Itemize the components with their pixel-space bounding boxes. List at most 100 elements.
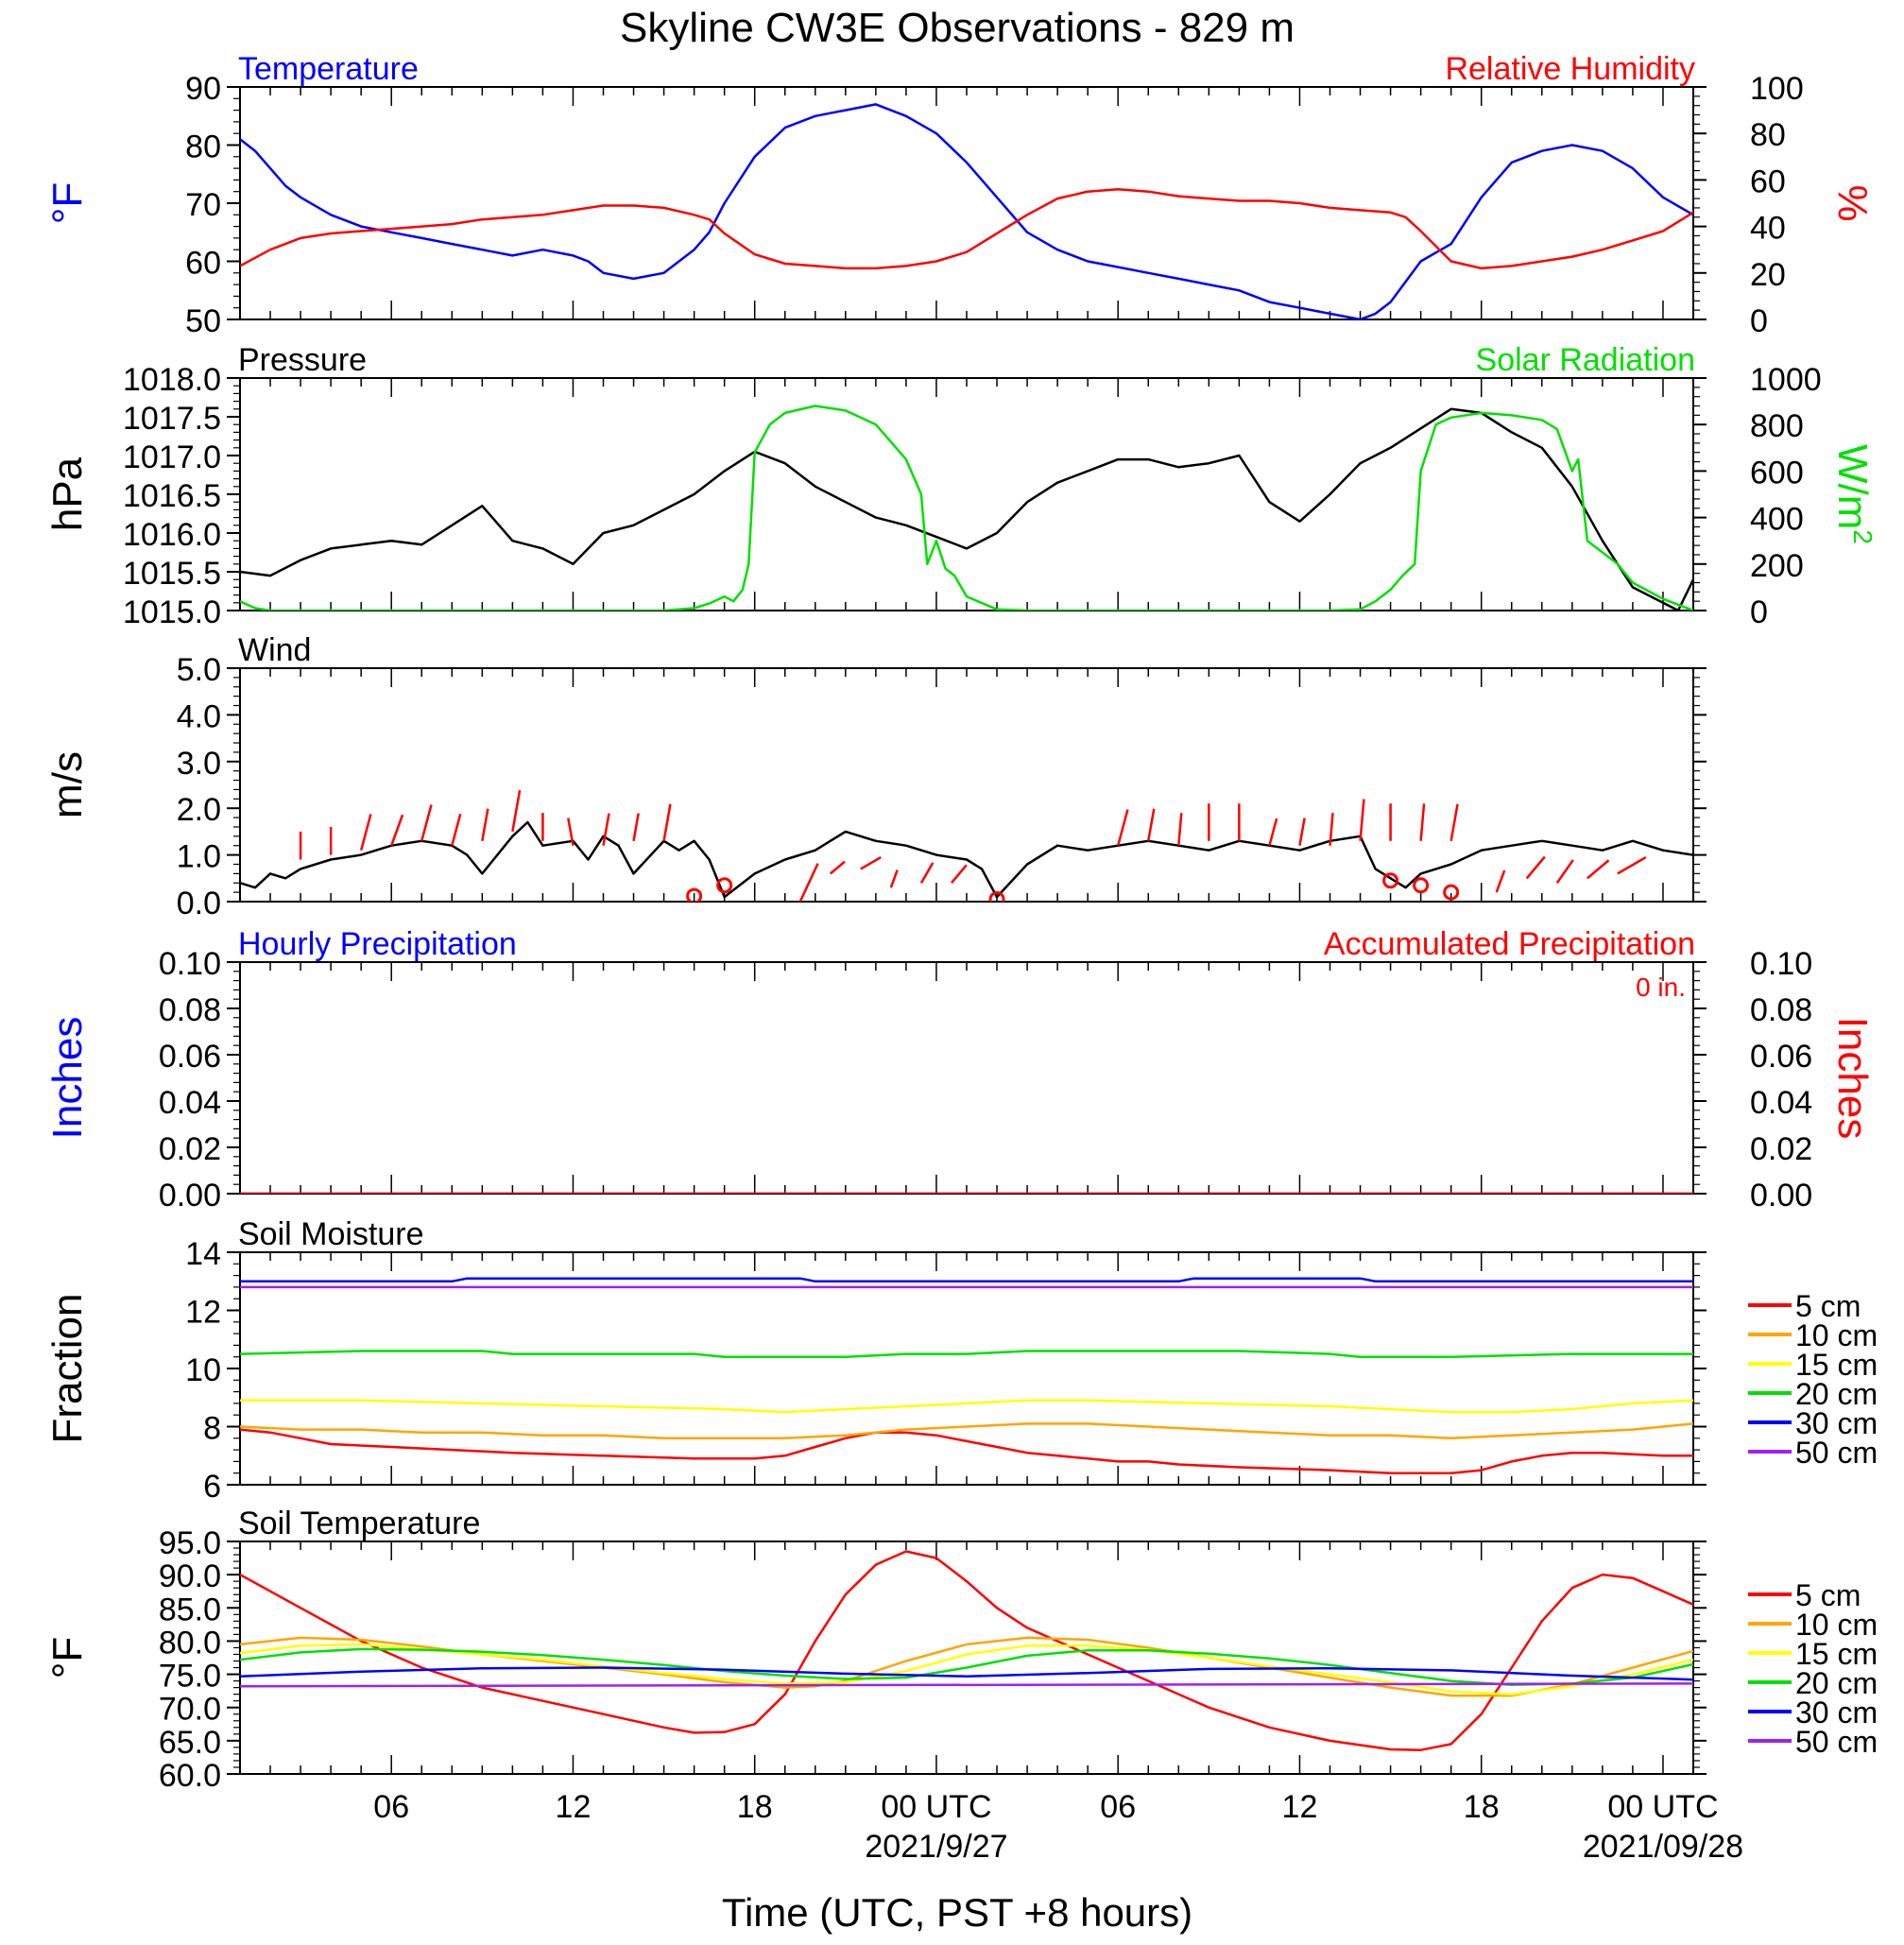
panel-temperature-humidity: 50 60 70 80 90 0 20 40 60 80 100 Temperature Relativ…: [44, 51, 1876, 339]
panel-title-left: Soil Temperature: [238, 1506, 480, 1541]
panel-title-left: Soil Moisture: [238, 1216, 424, 1252]
y-tick-label-right: 40: [1750, 211, 1786, 247]
panel-title-right: Accumulated Precipitation: [1324, 926, 1695, 962]
series-line: [240, 404, 1693, 611]
y-tick-label-right: 0.02: [1750, 1131, 1812, 1167]
y-tick-label-left: 75.0: [159, 1659, 221, 1695]
legend-label: 30 cm: [1795, 1695, 1878, 1730]
wind-barb: [1419, 803, 1426, 841]
wind-barb: [511, 789, 522, 833]
panel-title-left: Wind: [238, 632, 311, 668]
accumulation-annotation: 0 in.: [1636, 972, 1686, 1002]
y-tick-label-right: 0.06: [1750, 1039, 1812, 1075]
calm-wind-marker: [1413, 877, 1430, 894]
panel-precipitation: 0.00 0.02 0.04 0.06 0.08 0.10 0.00 0.02 0.04 0.06…: [44, 926, 1876, 1213]
series-line: [240, 1350, 1693, 1358]
wind-barb: [1117, 809, 1129, 847]
y-tick-label-left: 1018.0: [123, 362, 221, 398]
panel-soil-temperature: 60.065.070.075.080.085.090.095.0 Soil Tem…: [44, 1506, 1878, 1794]
wind-barb: [1555, 859, 1574, 884]
calm-wind-marker: [988, 891, 1005, 902]
x-axis-label: Time (UTC, PST +8 hours): [722, 1890, 1192, 1935]
wind-barb: [1587, 859, 1610, 880]
wind-barb: [889, 869, 899, 888]
series-line: [240, 1550, 1693, 1751]
y-tick-label-left: 80: [185, 129, 221, 165]
series-line: [240, 1399, 1693, 1414]
wind-barb: [567, 818, 575, 846]
y-tick-label-right: 20: [1750, 257, 1786, 293]
y-tick-label-right: 100: [1750, 71, 1804, 107]
series-group: [240, 103, 1693, 319]
y-tick-label-left: 4.0: [177, 698, 221, 734]
panel-frame: [239, 86, 1694, 320]
y-tick-label-left: 0.06: [159, 1039, 221, 1075]
series-line: [240, 407, 1693, 611]
y-tick-label-right: 600: [1750, 455, 1804, 491]
y-tick-label-right: 400: [1750, 502, 1804, 538]
y-tick-label-left: 60: [185, 246, 221, 282]
wind-barb: [662, 803, 672, 841]
wind-barb: [1359, 799, 1365, 841]
y-tick-label-left: 2.0: [177, 792, 221, 828]
y-tick-label-right: 0: [1750, 303, 1768, 339]
wind-barb: [798, 863, 819, 902]
legend-label: 50 cm: [1795, 1436, 1878, 1470]
legend-label: 20 cm: [1795, 1666, 1878, 1700]
x-tick-label: 06: [1100, 1789, 1136, 1825]
y-tick-label-left: 1.0: [177, 839, 221, 875]
y-tick-label-right: 1000: [1750, 362, 1822, 398]
panel-title-left: Hourly Precipitation: [238, 926, 517, 962]
legend-label: 5 cm: [1795, 1578, 1861, 1612]
panel-pressure-solar: 1015.01015.51016.01016.51017.01017.51018…: [44, 342, 1878, 630]
wind-barb: [919, 862, 935, 884]
y-tick-label-left: 60.0: [159, 1758, 221, 1794]
y-axis-label-left: Inches: [44, 1017, 91, 1140]
x-tick-label: 18: [737, 1789, 773, 1825]
x-tick-label: 18: [1464, 1789, 1500, 1825]
x-tick-label: 06: [373, 1789, 409, 1825]
y-axis-label-superscript: 2: [1848, 529, 1878, 544]
y-tick-label-left: 1015.0: [123, 594, 221, 630]
calm-wind-marker: [1443, 884, 1460, 901]
wind-barb: [1495, 869, 1506, 893]
wind-barb: [1177, 813, 1183, 846]
wind-barb: [602, 813, 610, 846]
y-tick-label-left: 50: [185, 303, 221, 339]
series-line: [240, 103, 1693, 319]
panel-frame: [239, 1541, 1694, 1775]
wind-barb: [1525, 855, 1546, 880]
y-tick-label-left: 90.0: [159, 1558, 221, 1594]
calm-wind-marker: [686, 887, 703, 902]
y-tick-label-left: 95.0: [159, 1525, 221, 1561]
wind-barb: [632, 813, 640, 841]
y-tick-label-left: 10: [185, 1352, 221, 1388]
wind-barb: [1268, 818, 1278, 847]
legend-label: 20 cm: [1795, 1377, 1878, 1411]
y-tick-label-left: 0.0: [177, 886, 221, 921]
y-axis-label-left: °F: [44, 1637, 91, 1678]
panel-title-left: Pressure: [238, 342, 367, 378]
y-axis-label-left: °F: [44, 182, 91, 224]
y-tick-label-right: 0.00: [1750, 1178, 1812, 1213]
y-tick-label-right: 0: [1750, 594, 1768, 630]
panel-frame: [239, 961, 1694, 1195]
y-tick-label-right: 0.04: [1750, 1085, 1812, 1121]
series-line: [240, 1666, 1693, 1681]
y-tick-label-left: 1015.5: [123, 556, 221, 592]
wind-barb: [451, 813, 462, 847]
y-tick-label-left: 0.10: [159, 946, 221, 982]
y-axis-label-left: m/s: [44, 751, 91, 818]
calm-wind-marker: [716, 877, 733, 894]
y-tick-label-right: 80: [1750, 117, 1786, 153]
y-tick-label-left: 0.00: [159, 1178, 221, 1213]
y-tick-label-left: 8: [203, 1411, 221, 1447]
y-tick-label-left: 70.0: [159, 1692, 221, 1728]
series-line: [240, 1682, 1693, 1688]
x-date-label: 2021/09/28: [1583, 1829, 1743, 1865]
y-axis-label-right: W/m2: [1829, 444, 1878, 544]
y-tick-label-left: 6: [203, 1469, 221, 1505]
y-axis-label-left: Fraction: [44, 1294, 91, 1444]
series-line: [240, 1428, 1693, 1474]
series-group: [240, 1550, 1693, 1751]
